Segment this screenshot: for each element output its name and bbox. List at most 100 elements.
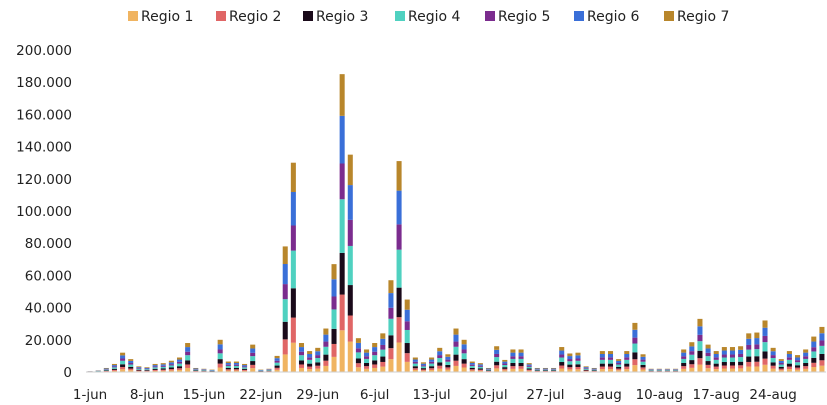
bar-segment: [347, 315, 353, 342]
bar-segment: [510, 356, 516, 359]
bar-segment: [778, 359, 784, 361]
bar-segment: [770, 368, 776, 372]
bar-segment: [372, 367, 378, 372]
bar-segment: [559, 350, 565, 355]
bar-stack: [494, 346, 500, 372]
bar-segment: [364, 366, 370, 369]
bar-segment: [477, 365, 483, 367]
bar-segment: [762, 320, 768, 328]
bar-segment: [176, 369, 183, 372]
bar-segment: [388, 318, 394, 336]
bar-segment: [811, 362, 817, 368]
bar-segment: [111, 365, 117, 367]
bar-segment: [770, 351, 776, 356]
bar-segment: [469, 361, 475, 364]
bar-segment: [396, 287, 402, 318]
legend-swatch: [485, 11, 495, 21]
bar-stack: [486, 367, 492, 372]
y-tick-label: 180.000: [16, 75, 72, 91]
bar-segment: [510, 366, 516, 369]
bar-segment: [713, 354, 719, 358]
bar-segment: [266, 369, 272, 370]
bar-segment: [494, 361, 500, 366]
bar-segment: [616, 368, 622, 371]
legend-label: Regio 3: [316, 9, 368, 25]
x-tick-label: 27-jul: [526, 387, 564, 403]
bar-segment: [144, 368, 150, 370]
bar-segment: [477, 363, 483, 365]
bar-segment: [160, 363, 166, 365]
bar-segment: [250, 344, 256, 349]
bar-segment: [437, 362, 443, 366]
bar-segment: [437, 365, 443, 369]
x-tick-label: 3-aug: [583, 387, 622, 403]
bar-segment: [445, 356, 451, 360]
bar-segment: [477, 364, 483, 366]
bar-segment: [445, 367, 451, 370]
bar-stack: [396, 161, 402, 372]
bar-segment: [494, 349, 500, 354]
bar-segment: [795, 367, 801, 370]
bar-segment: [453, 360, 459, 366]
bar-segment: [331, 309, 337, 329]
bar-segment: [616, 364, 622, 367]
bar-stack: [510, 349, 516, 372]
bar-segment: [364, 368, 370, 372]
bar-segment: [583, 369, 589, 371]
bar-stack: [754, 332, 760, 372]
bar-segment: [315, 368, 321, 372]
bar-segment: [120, 358, 126, 361]
bar-segment: [331, 328, 337, 344]
bar-segment: [486, 367, 492, 369]
bar-stack: [583, 366, 589, 372]
bar-segment: [746, 338, 752, 345]
bar-stack: [713, 351, 719, 372]
bar-segment: [575, 360, 581, 365]
bar-segment: [494, 357, 500, 362]
bar-segment: [274, 358, 280, 361]
bar-segment: [323, 360, 329, 366]
bar-segment: [347, 219, 353, 246]
bar-stack: [372, 343, 378, 372]
bar-segment: [795, 360, 801, 363]
bar-segment: [355, 352, 361, 359]
bar-segment: [404, 361, 410, 372]
bar-segment: [778, 368, 784, 371]
bar-segment: [469, 364, 475, 366]
bar-stack: [567, 353, 573, 372]
bar-segment: [689, 351, 695, 355]
bar-stack: [632, 322, 638, 372]
bar-stack: [762, 320, 768, 372]
bar-segment: [721, 368, 727, 372]
bar-segment: [111, 367, 117, 369]
bar-segment: [754, 356, 760, 362]
bar-stack: [559, 347, 565, 372]
bar-segment: [152, 367, 158, 369]
bar-segment: [681, 368, 687, 372]
bar-segment: [624, 363, 630, 367]
bar-segment: [461, 359, 467, 364]
bar-segment: [518, 349, 524, 353]
bar-segment: [713, 366, 719, 370]
bar-segment: [120, 364, 126, 367]
legend-swatch: [395, 11, 405, 21]
bar-segment: [681, 358, 687, 363]
bar-stack: [323, 328, 329, 372]
bar-segment: [160, 366, 166, 369]
bar-stack: [461, 339, 467, 372]
bar-segment: [339, 294, 345, 331]
bar-segment: [412, 359, 418, 362]
bar-stack: [811, 336, 817, 372]
bar-segment: [746, 333, 752, 339]
bar-segment: [185, 367, 191, 372]
bar-segment: [803, 349, 809, 353]
bar-segment: [339, 252, 345, 295]
bar-segment: [542, 367, 548, 369]
bar-segment: [494, 365, 500, 369]
bar-segment: [380, 344, 386, 350]
bar-segment: [583, 368, 589, 370]
bar-segment: [795, 357, 801, 361]
bar-segment: [721, 347, 727, 351]
bar-segment: [388, 335, 394, 349]
bar-segment: [315, 347, 321, 352]
